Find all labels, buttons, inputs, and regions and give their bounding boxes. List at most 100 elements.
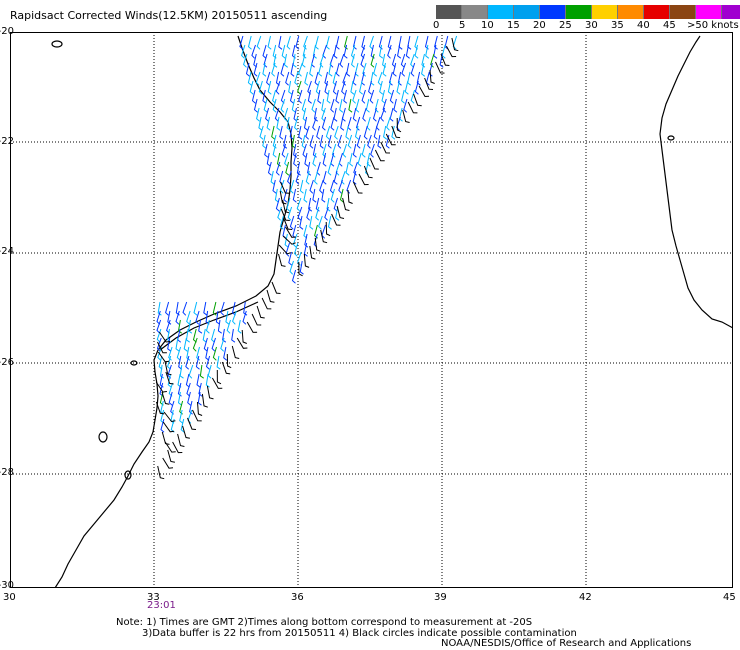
wind-barb (197, 391, 202, 406)
wind-barb (311, 98, 316, 113)
wind-barb (343, 89, 348, 104)
wind-barb (285, 242, 290, 257)
wind-barb (205, 319, 210, 334)
wind-barb (205, 346, 210, 361)
wind-barb (309, 62, 314, 77)
wind-barb (273, 53, 278, 68)
wind-barb (298, 125, 303, 140)
wind-barb (303, 116, 309, 131)
wind-barb (345, 161, 350, 176)
wind-barb (369, 89, 375, 104)
wind-barb (401, 62, 407, 77)
wind-barb (410, 53, 415, 68)
wind-barb (291, 269, 297, 284)
wind-barb (312, 116, 317, 131)
wind-barb (176, 346, 182, 361)
lat-label-28: -28 (0, 467, 14, 478)
wind-barb (155, 381, 167, 393)
wind-barb (352, 143, 357, 158)
wind-barb (251, 89, 256, 104)
wind-barb (157, 341, 167, 354)
wind-barb (380, 141, 391, 154)
wind-barb (363, 165, 373, 179)
wind-barb (290, 62, 295, 77)
wind-barb (351, 53, 355, 68)
wind-barb (333, 170, 338, 185)
wind-barb (373, 125, 378, 140)
wind-barb (328, 62, 333, 77)
wind-barb (299, 260, 304, 275)
wind-barb (380, 107, 386, 122)
wind-barb (256, 107, 260, 122)
wind-barb (402, 109, 410, 123)
wind-barb (262, 44, 267, 59)
legend-swatch-4 (514, 5, 540, 19)
wind-barb (286, 116, 291, 131)
wind-barb (301, 134, 306, 149)
wind-barb (263, 53, 268, 68)
wind-barb (338, 152, 343, 167)
wind-barb (272, 89, 277, 104)
wind-barb (241, 44, 246, 59)
wind-barb (283, 134, 288, 149)
wind-barb (245, 62, 250, 77)
measurement-timestamp: 23:01 (147, 600, 176, 611)
wind-barb (172, 441, 183, 454)
wind-barb (212, 346, 217, 361)
map-title: Rapidsact Corrected Winds(12.5KM) 201505… (10, 9, 328, 22)
wind-barb (180, 418, 185, 433)
wind-barb (377, 71, 383, 86)
wind-barb (266, 71, 271, 86)
wind-barb (267, 161, 272, 176)
legend-label-10: 10 (481, 20, 494, 31)
wind-barb (291, 134, 296, 149)
wind-barb (247, 35, 252, 50)
legend-swatch-8 (618, 5, 644, 19)
wind-barb (295, 35, 300, 50)
wind-barb (303, 253, 310, 268)
wind-barb (156, 337, 162, 352)
map-border (10, 32, 733, 588)
wind-barb (392, 62, 397, 77)
wind-barb (421, 53, 426, 68)
wind-barb (309, 215, 314, 230)
wind-barb (291, 98, 296, 113)
wind-barb (333, 197, 338, 212)
wind-barb (301, 98, 306, 113)
wind-barb (167, 449, 175, 463)
wind-barb (331, 213, 341, 226)
wind-barb (368, 80, 372, 95)
wind-barb (370, 53, 375, 68)
wind-barb (246, 321, 258, 333)
wind-barb (182, 425, 190, 439)
wind-barb (354, 125, 359, 140)
wind-barb (192, 337, 198, 352)
wind-barb (353, 161, 358, 176)
wind-barb (212, 301, 217, 316)
wind-barb (342, 197, 350, 211)
wind-barb (304, 233, 309, 248)
wind-barb (355, 98, 360, 113)
wind-barb (366, 152, 371, 167)
legend-swatch-6 (566, 5, 592, 19)
wind-barb (155, 401, 165, 415)
wind-barb (157, 351, 170, 363)
wind-barb (163, 411, 176, 423)
wind-barb (354, 62, 359, 77)
wind-barb (319, 179, 324, 194)
wind-barb (340, 116, 345, 131)
wind-barb (253, 98, 258, 113)
wind-barb (359, 80, 364, 95)
wind-barb (280, 181, 290, 194)
wind-barb (275, 197, 280, 212)
wind-barb (217, 319, 222, 334)
wind-barb (333, 107, 338, 122)
wind-barb (309, 179, 314, 194)
wind-barb (298, 89, 303, 104)
wind-barb (193, 301, 198, 316)
madagascar-coastline-path (659, 35, 733, 329)
wind-barb (397, 44, 402, 59)
wind-barb (162, 421, 175, 433)
island-shape (667, 135, 675, 141)
wind-barb (322, 170, 327, 185)
